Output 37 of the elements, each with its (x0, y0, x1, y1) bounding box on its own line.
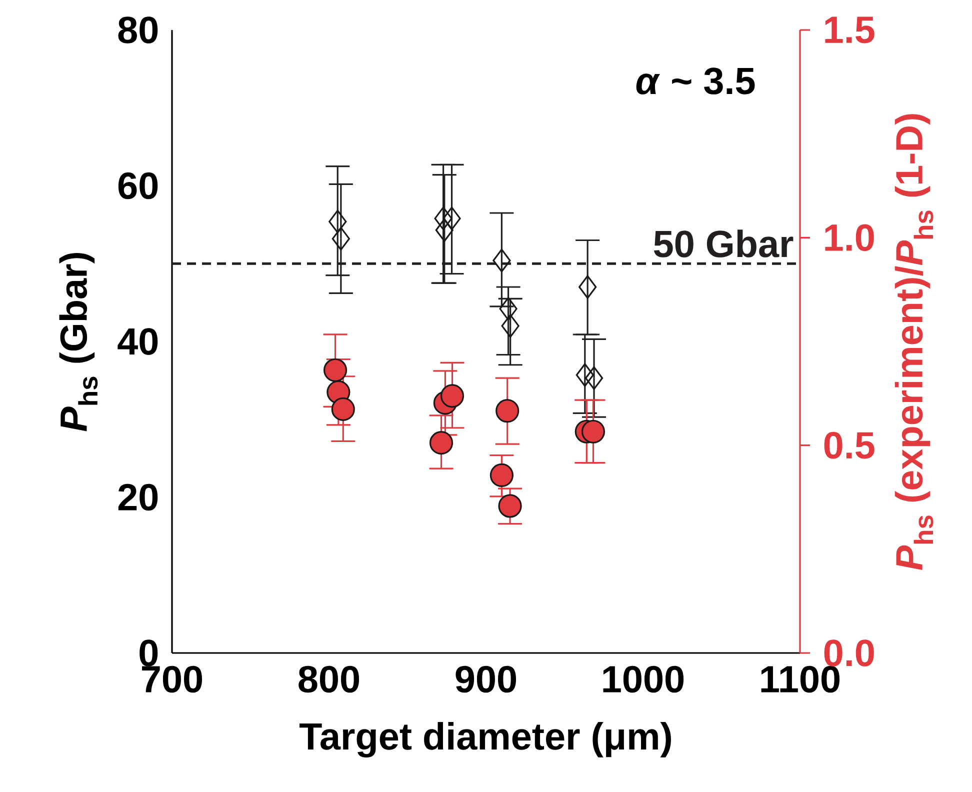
point (490, 463, 514, 488)
y-tick-label: 20 (118, 484, 158, 511)
point (429, 431, 454, 455)
point (576, 363, 594, 387)
ref-line-label: 50 Gbar (654, 230, 794, 258)
x-tick-label: 800 (298, 666, 360, 693)
point (578, 275, 597, 299)
y2-tick-label: 0.5 (824, 432, 874, 459)
y-tick-label: 0 (140, 640, 158, 666)
x-tick-label: 1000 (603, 666, 684, 693)
y-tick-label: 80 (118, 16, 158, 44)
x-axis-title: Target diameter (μm) (300, 722, 671, 758)
point (501, 314, 520, 338)
x-tick-label: 700 (142, 666, 202, 693)
point (499, 296, 518, 321)
point (332, 226, 350, 251)
point (492, 248, 511, 272)
y2-tick-label: 1.5 (825, 16, 874, 44)
point (584, 366, 604, 390)
point (498, 494, 522, 518)
point (435, 218, 454, 242)
y2-tick-label: 1.0 (825, 224, 874, 252)
y-axis-title: P$_{hs}$ (Gbar) (59, 252, 98, 432)
point (442, 206, 461, 230)
point (331, 397, 355, 421)
point (496, 399, 520, 423)
x-tick-label: 900 (456, 666, 516, 693)
point (323, 358, 348, 382)
point (328, 210, 347, 234)
y-tick-label: 60 (118, 172, 158, 200)
y2-axis-title: P$_{hs}$ (experiment)/P$_{hs}$ (1-D) (894, 114, 934, 570)
y-tick-label: 40 (118, 328, 158, 355)
annotation: α ~ 3.5 (636, 68, 755, 94)
point (440, 384, 464, 408)
point (434, 206, 452, 230)
y2-tick-label: 0.0 (824, 640, 874, 666)
x-tick-label: 1100 (761, 666, 840, 693)
